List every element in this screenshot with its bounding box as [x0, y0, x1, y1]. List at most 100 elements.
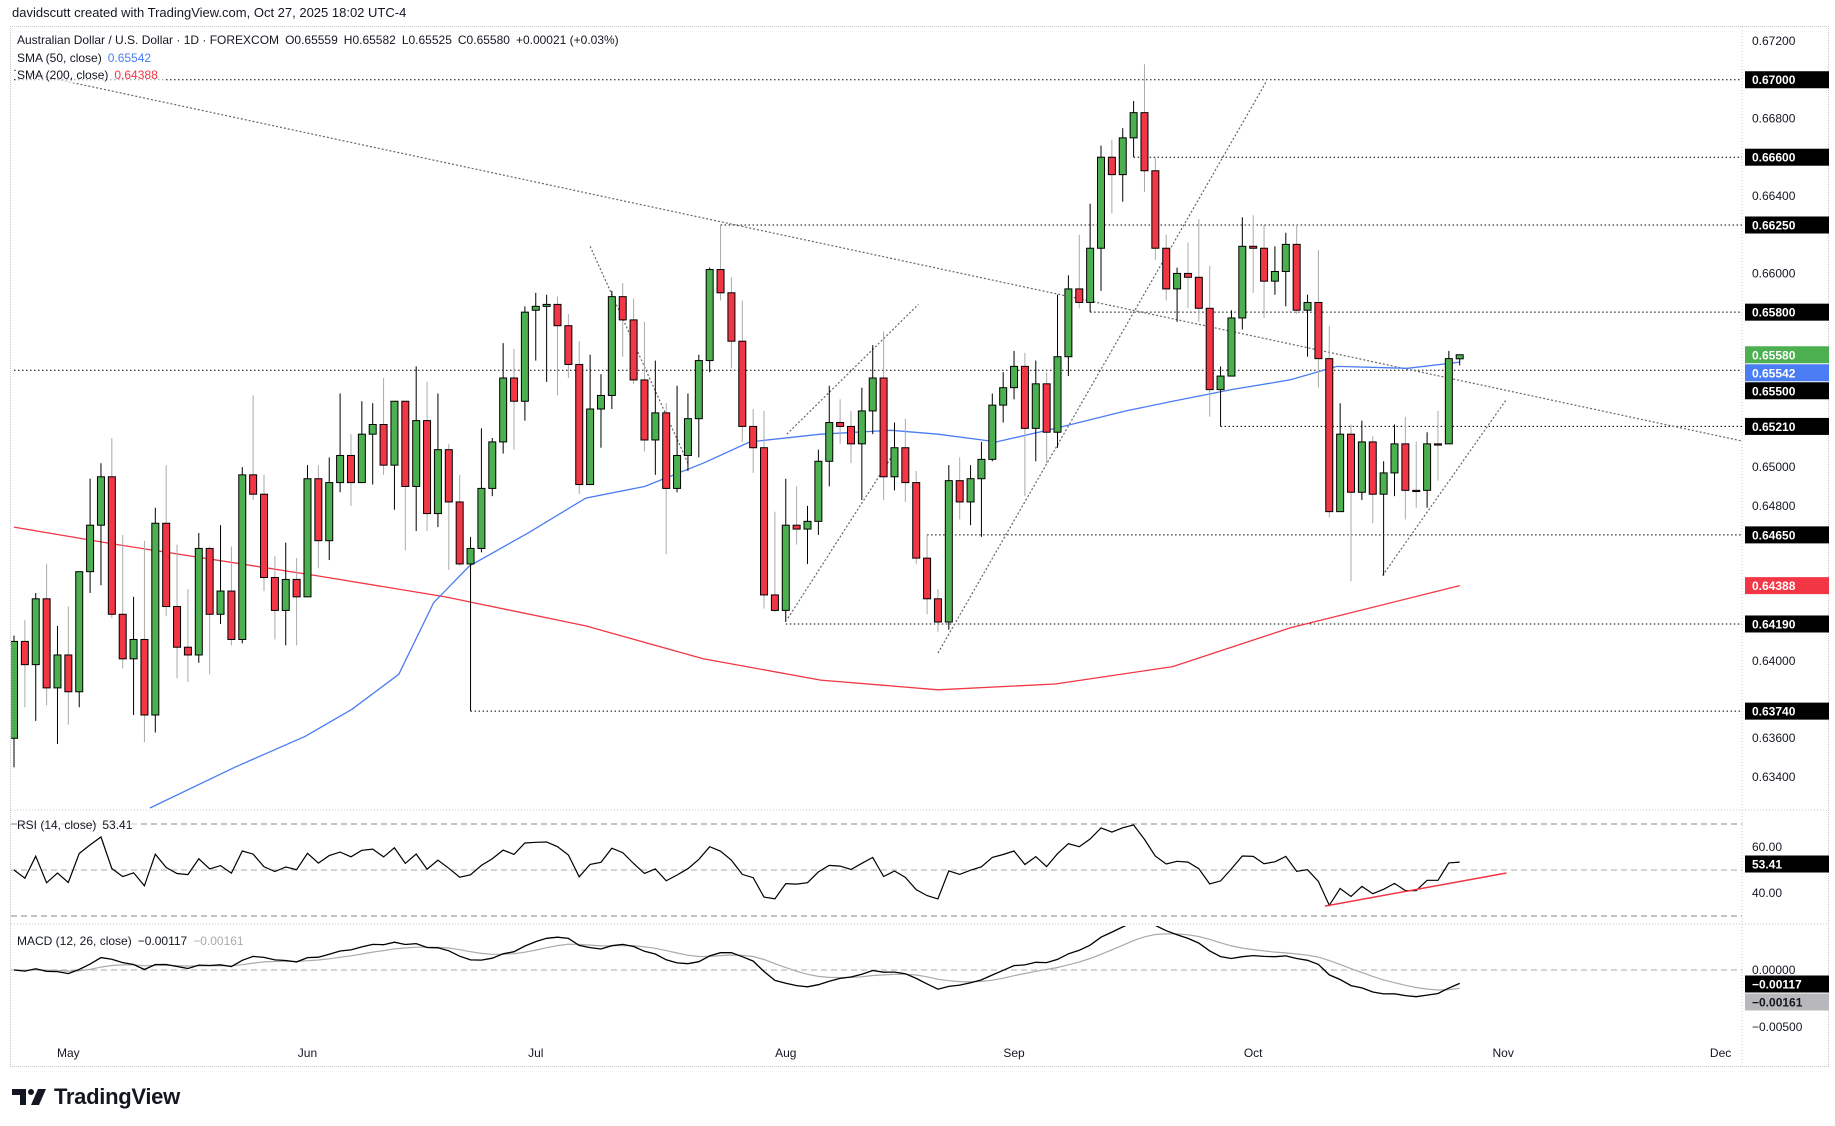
- candle-down: [1020, 352, 1029, 497]
- candle-body: [314, 478, 323, 542]
- candle-up: [705, 267, 714, 373]
- candle-body: [640, 379, 649, 441]
- candle-body: [151, 522, 160, 716]
- candle-body: [260, 493, 269, 578]
- candle-down: [346, 434, 355, 506]
- label-box: [1745, 71, 1829, 89]
- candle-down: [738, 300, 747, 442]
- candle-body: [999, 387, 1008, 406]
- candle-up: [129, 596, 138, 716]
- candle-body: [1455, 354, 1464, 360]
- label-box: [1745, 417, 1829, 435]
- candle-down: [1347, 424, 1356, 582]
- label-text: 0.64650: [1752, 528, 1796, 542]
- candle-up: [1216, 366, 1225, 427]
- candle-down: [227, 546, 236, 646]
- candle-down: [314, 465, 323, 568]
- candle-down: [846, 410, 855, 464]
- candle-body: [716, 269, 725, 294]
- price-tick-label: 0.66400: [1752, 189, 1796, 203]
- rsi-legend[interactable]: RSI (14, close) 53.41: [17, 818, 139, 833]
- candle-body: [20, 640, 29, 666]
- candle-body: [444, 449, 453, 503]
- candle-up: [194, 532, 203, 663]
- macd-line: [13, 926, 1460, 998]
- candle-body: [1347, 433, 1356, 493]
- symbol-legend: Australian Dollar / U.S. Dollar · 1D · F…: [17, 33, 625, 48]
- candle-down: [933, 589, 942, 632]
- sma50-label: SMA (50, close): [17, 51, 102, 65]
- horizontal-levels: [14, 79, 1742, 712]
- label-text: 0.63740: [1752, 705, 1796, 719]
- candle-up: [488, 438, 497, 497]
- candle-body: [1097, 156, 1105, 249]
- candle-down: [618, 283, 627, 357]
- attribution-text: davidscutt created with TradingView.com,…: [12, 5, 407, 20]
- candle-body: [412, 420, 421, 487]
- level-price-label: 0.64190: [1745, 615, 1829, 633]
- candle-body: [1444, 358, 1453, 445]
- candle-body: [401, 400, 410, 487]
- current-value-label: 0.65542: [1745, 364, 1829, 382]
- candle-body: [803, 520, 812, 530]
- candle-down: [1107, 139, 1116, 214]
- candle-up: [1357, 420, 1366, 501]
- candle-body: [1031, 383, 1040, 429]
- macd-value-label: −0.00161: [1745, 993, 1829, 1011]
- candle-up: [325, 457, 334, 561]
- trendline: [787, 457, 892, 619]
- rsi-tick-label: 60.00: [1752, 840, 1782, 854]
- time-tick-label: Jul: [528, 1046, 543, 1060]
- candle-body: [1162, 247, 1171, 290]
- candle-body: [520, 311, 529, 402]
- candle-up: [499, 343, 508, 454]
- candle-up: [520, 306, 529, 421]
- candle-body: [303, 478, 312, 598]
- sma200-legend[interactable]: SMA (200, close) 0.64388: [17, 68, 164, 83]
- candle-body: [912, 482, 921, 559]
- candle-down: [716, 224, 725, 301]
- candle-down: [760, 410, 769, 609]
- candle-body: [1423, 443, 1432, 491]
- candle-body: [1010, 365, 1019, 389]
- macd-legend[interactable]: MACD (12, 26, close) −0.00117 −0.00161: [17, 934, 250, 949]
- candle-body: [673, 454, 682, 489]
- price-tick-label: 0.64800: [1752, 499, 1796, 513]
- label-box: [1745, 382, 1829, 400]
- candle-body: [53, 654, 62, 689]
- candle-body: [1238, 245, 1247, 319]
- candle-up: [466, 536, 475, 712]
- candle-body: [1194, 276, 1203, 309]
- label-text: 0.65580: [1752, 348, 1796, 362]
- candle-body: [1107, 156, 1116, 176]
- time-tick-label: Oct: [1244, 1046, 1263, 1060]
- candle-down: [140, 540, 149, 743]
- candle-down: [249, 395, 258, 501]
- sma50-line: [149, 361, 1460, 809]
- trendline: [937, 81, 1267, 654]
- ohlc-close: C0.65580: [457, 33, 510, 47]
- candle-body: [890, 447, 899, 478]
- candle-down: [770, 511, 779, 613]
- candle-down: [1325, 325, 1334, 518]
- sma200-value: 0.64388: [114, 68, 158, 82]
- candle-up: [814, 449, 823, 535]
- candle-body: [64, 654, 73, 693]
- candle-body: [270, 576, 279, 611]
- label-box: [1745, 526, 1829, 544]
- candle-up: [31, 592, 40, 721]
- time-tick-label: Sep: [1003, 1046, 1025, 1060]
- candle-down: [1042, 372, 1051, 464]
- candle-up: [216, 525, 225, 624]
- candle-body: [1249, 245, 1258, 249]
- rsi-tick-label: 40.00: [1752, 886, 1782, 900]
- candle-body: [531, 305, 540, 311]
- candle-up: [303, 465, 312, 598]
- level-price-label: 0.65800: [1745, 303, 1829, 321]
- candle-up: [1390, 424, 1399, 497]
- candle-up: [1097, 145, 1105, 291]
- candle-up: [1379, 461, 1388, 576]
- label-box: [1745, 303, 1829, 321]
- sma50-legend[interactable]: SMA (50, close) 0.65542: [17, 51, 158, 66]
